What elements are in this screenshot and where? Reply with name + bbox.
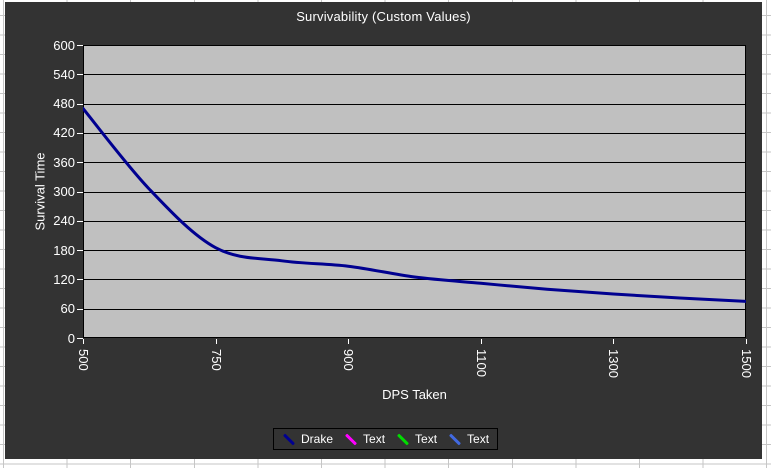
survivability-chart[interactable]: Survivability (Custom Values) 600 540 480 4…: [5, 2, 762, 459]
series-curve-drake: [83, 107, 746, 303]
x-tick-mark: [83, 339, 84, 344]
plot-area-svg: [83, 45, 746, 338]
x-tick-label: 750: [208, 349, 224, 371]
legend-item: Text: [448, 432, 490, 446]
plot-background: [83, 45, 746, 338]
chart-title: Survivability (Custom Values): [296, 9, 471, 24]
y-tick-mark: [77, 133, 83, 134]
legend-label: Text: [467, 432, 490, 446]
y-tick-mark: [77, 74, 83, 75]
y-tick-label: 480: [53, 96, 75, 112]
y-tick-label: 360: [53, 154, 75, 170]
x-tick-mark: [746, 339, 747, 344]
y-tick-mark: [77, 192, 83, 193]
y-tick-label: 300: [53, 184, 75, 199]
legend-label: Drake: [301, 432, 334, 446]
y-tick-label: 60: [60, 301, 75, 317]
y-tick-label: 540: [53, 66, 75, 82]
x-tick-mark: [613, 339, 614, 344]
y-tick-label: 180: [53, 242, 75, 258]
legend-line-marker-icon: [345, 432, 358, 446]
y-tick-mark: [77, 45, 83, 46]
x-tick-label: 1100: [473, 349, 489, 377]
y-tick-label: 420: [53, 125, 75, 141]
y-tick-mark: [77, 279, 83, 280]
legend: Drake Text Text Text: [273, 428, 499, 450]
legend-line-marker-icon: [449, 432, 462, 446]
legend-item: Text: [396, 432, 438, 446]
y-tick-mark: [77, 221, 83, 222]
x-tick-label: 900: [341, 349, 357, 371]
y-tick-mark: [77, 309, 83, 310]
x-tick-mark: [481, 339, 482, 344]
legend-label: Text: [415, 432, 438, 446]
y-axis-title: Survival Time: [32, 152, 48, 231]
y-tick-mark: [77, 338, 83, 339]
x-tick-mark: [348, 339, 349, 344]
legend-line-marker-icon: [397, 432, 410, 446]
y-tick-mark: [77, 104, 83, 105]
y-tick-mark: [77, 162, 83, 163]
y-tick-label: 0: [67, 330, 75, 346]
x-tick-label: 1500: [739, 349, 754, 378]
x-tick-label: 500: [76, 349, 91, 371]
y-tick-mark: [77, 250, 83, 251]
x-tick-label: 1300: [606, 349, 622, 378]
legend-item: Text: [344, 432, 386, 446]
y-tick-label: 120: [53, 271, 75, 287]
y-tick-label: 240: [53, 213, 75, 229]
x-axis-title: DPS Taken: [382, 387, 447, 402]
legend-label: Text: [363, 432, 386, 446]
x-tick-mark: [216, 339, 217, 344]
legend-item: Drake: [282, 432, 334, 446]
y-tick-label: 600: [53, 37, 75, 53]
legend-line-marker-icon: [282, 432, 296, 446]
